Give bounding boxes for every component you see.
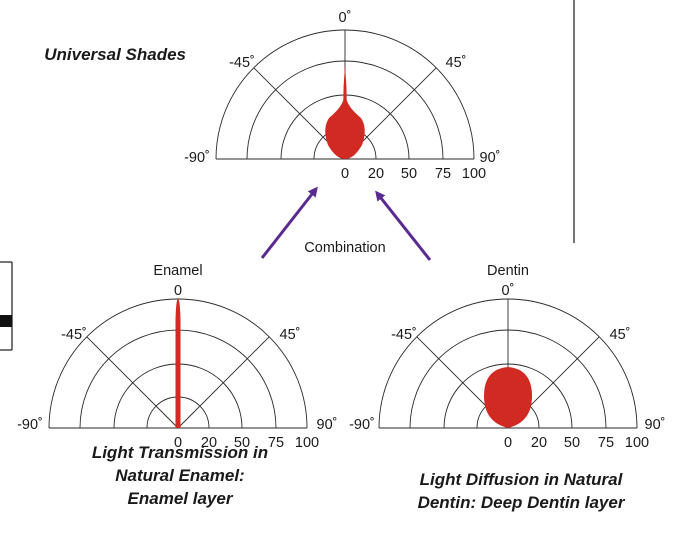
- light-lobe-combined: [325, 65, 365, 159]
- chart-title-dentin: Dentin: [487, 263, 529, 279]
- polar-chart-universal-shades: 0˚ -45˚ 45˚ -90˚ 90˚ 0 20 50 75 100: [184, 10, 500, 182]
- angle-label-minus-45: -45˚: [61, 327, 87, 343]
- angle-label-minus-90: -90˚: [17, 417, 43, 433]
- tick-label: 50: [401, 166, 417, 182]
- radial-ticks: 0 20 50 75 100: [504, 435, 649, 451]
- caption-enamel-line-2: Natural Enamel:: [115, 466, 244, 485]
- tick-label: 0: [174, 435, 182, 451]
- grid-spoke-minus-45: [86, 336, 179, 429]
- angle-label-90: 90˚: [645, 417, 666, 433]
- angle-label-0: 0: [174, 283, 182, 299]
- polar-chart-enamel: Enamel 0 -45˚ 45˚ -90˚ 90˚ 0 20 50 75 10…: [17, 263, 337, 451]
- angle-label-minus-45: -45˚: [229, 55, 255, 71]
- caption-dentin-line-2: Dentin: Deep Dentin layer: [418, 493, 626, 512]
- angle-label-0: 0˚: [502, 283, 515, 299]
- combination-label: Combination: [304, 240, 385, 256]
- light-lobe-dentin: [484, 367, 532, 428]
- tick-label: 75: [268, 435, 284, 451]
- caption-dentin-line-1: Light Diffusion in Natural: [420, 470, 624, 489]
- tick-label: 50: [234, 435, 250, 451]
- angle-label-90: 90˚: [480, 150, 501, 166]
- chart-title-enamel: Enamel: [153, 263, 202, 279]
- light-lobe-enamel: [175, 298, 181, 428]
- tick-label: 75: [435, 166, 451, 182]
- tick-label: 100: [462, 166, 486, 182]
- tick-label: 0: [341, 166, 349, 182]
- angle-label-45: 45˚: [610, 327, 631, 343]
- tick-label: 20: [368, 166, 384, 182]
- combination-arrow-right: [375, 190, 432, 261]
- caption-enamel-line-1: Light Transmission in: [92, 443, 268, 462]
- angle-label-45: 45˚: [280, 327, 301, 343]
- tick-label: 50: [564, 435, 580, 451]
- tick-label: 100: [295, 435, 319, 451]
- angle-label-minus-45: -45˚: [391, 327, 417, 343]
- angle-label-minus-90: -90˚: [349, 417, 375, 433]
- tick-label: 100: [625, 435, 649, 451]
- combination-arrow-left: [260, 186, 318, 259]
- angle-label-45: 45˚: [446, 55, 467, 71]
- tick-label: 75: [598, 435, 614, 451]
- tick-label: 0: [504, 435, 512, 451]
- angle-label-minus-90: -90˚: [184, 150, 210, 166]
- frame-left-fragment: [0, 261, 13, 351]
- caption-enamel-line-3: Enamel layer: [128, 489, 234, 508]
- grid-spoke-45: [177, 336, 270, 429]
- radial-ticks: 0 20 50 75 100: [341, 166, 486, 182]
- caption-universal-shades: Universal Shades: [44, 45, 186, 64]
- angle-label-90: 90˚: [317, 417, 338, 433]
- radial-ticks: 0 20 50 75 100: [174, 435, 319, 451]
- tick-label: 20: [201, 435, 217, 451]
- tick-label: 20: [531, 435, 547, 451]
- polar-chart-dentin: Dentin 0˚ -45˚ 45˚ -90˚ 90˚ 0 20 50 75 1…: [349, 263, 665, 451]
- angle-label-0: 0˚: [339, 10, 352, 26]
